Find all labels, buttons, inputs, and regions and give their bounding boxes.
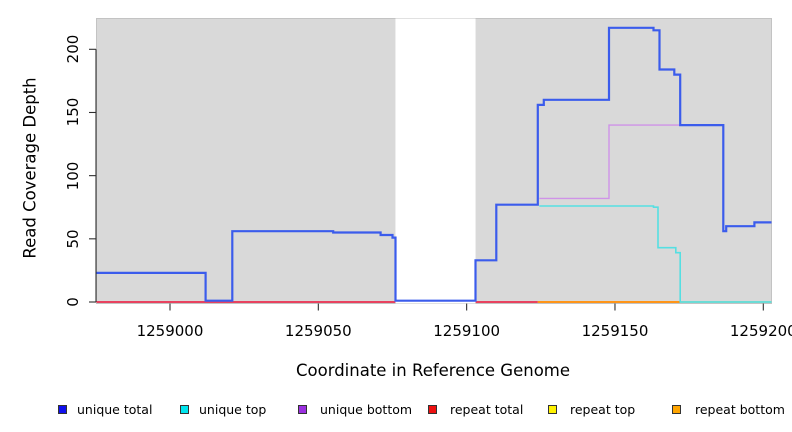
y-axis-tick-label: 150 [64, 98, 82, 127]
series-lines [96, 18, 772, 304]
axes [89, 48, 764, 311]
y-axis-label: Read Coverage Depth [20, 77, 40, 259]
x-axis-label: Coordinate in Reference Genome [295, 361, 571, 380]
x-axis-tick-label: 1259100 [433, 322, 501, 340]
series-line-unique-total [96, 26, 772, 302]
x-axis-tick-label: 1259150 [581, 322, 649, 340]
y-axis-tick-label: 100 [64, 161, 82, 190]
x-axis-tick-label: 1259050 [284, 322, 352, 340]
series-line-unique-top [539, 205, 772, 303]
x-axis-tick-label: 1259200 [729, 322, 792, 340]
y-axis-tick-label: 0 [64, 297, 82, 307]
coverage-gap-band [395, 18, 476, 304]
y-axis-tick-label: 50 [64, 229, 82, 249]
x-axis-tick-label: 1259000 [136, 322, 204, 340]
y-axis-tick-label: 200 [64, 34, 82, 64]
